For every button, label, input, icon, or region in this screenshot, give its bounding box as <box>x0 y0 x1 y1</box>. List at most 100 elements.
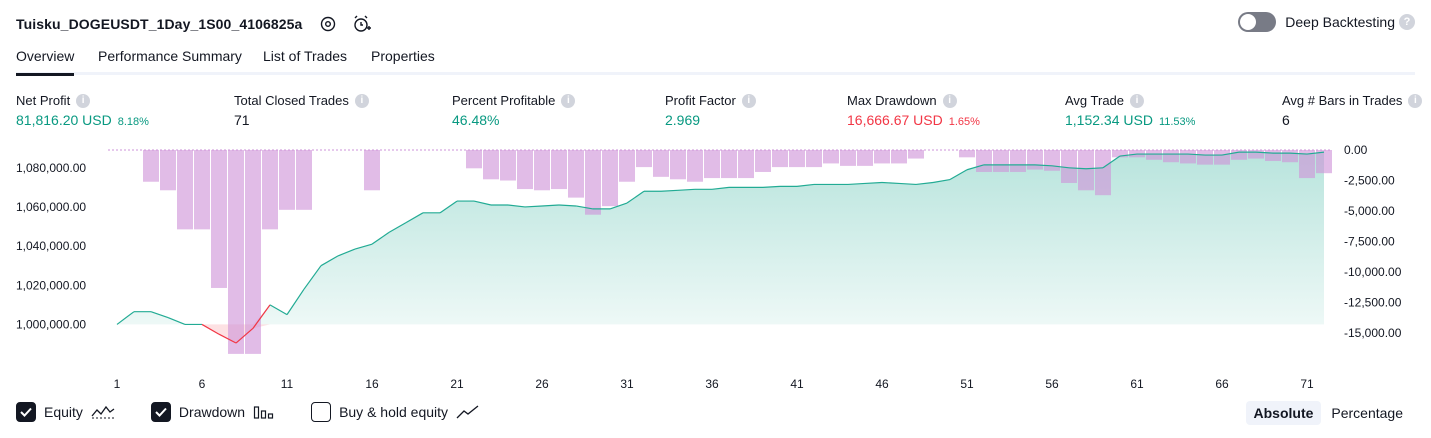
equity-line-segment <box>1119 153 1138 157</box>
drawdown-bar <box>1282 150 1298 163</box>
help-icon[interactable]: ? <box>1399 14 1415 30</box>
equity-checkbox[interactable] <box>16 402 36 422</box>
info-icon[interactable]: i <box>1130 93 1145 108</box>
stat-value: 81,816.20 USD <box>16 112 112 128</box>
equity-line-segment <box>507 204 526 208</box>
drawdown-bar <box>143 150 159 182</box>
tab-list-of-trades[interactable]: List of Trades <box>263 48 348 64</box>
x-axis-tick: 11 <box>281 377 294 391</box>
drawdown-bar <box>245 150 261 354</box>
drawdown-bar <box>1214 150 1230 165</box>
x-axis-tick: 71 <box>1300 377 1314 391</box>
equity-line-segment <box>388 222 407 233</box>
stat-percent: 8.18% <box>117 116 149 128</box>
info-icon[interactable]: i <box>76 93 91 108</box>
buy-hold-checkbox[interactable] <box>311 402 332 422</box>
tab-overview[interactable]: Overview <box>16 48 75 76</box>
legend-drawdown[interactable]: Drawdown <box>150 402 275 422</box>
drawdown-bar <box>1044 150 1060 171</box>
stat-label: Net Profit <box>16 93 71 108</box>
equity-line-segment <box>116 311 135 325</box>
report-tabs: Overview Performance Summary List of Tra… <box>16 42 1415 76</box>
drawdown-bar <box>279 150 295 210</box>
drawdown-bar <box>1248 150 1264 159</box>
stat-value: 46.48% <box>452 112 500 128</box>
left-axis-tick: 1,060,000.00 <box>16 200 86 214</box>
right-axis-tick: -12,500.00 <box>1344 296 1402 310</box>
equity-line-segment <box>762 185 781 188</box>
drawdown-bar <box>211 150 227 288</box>
legend-label: Drawdown <box>178 404 246 420</box>
stat-label: Profit Factor <box>665 93 736 108</box>
drawdown-bar <box>891 150 907 164</box>
info-icon[interactable]: i <box>741 93 756 108</box>
drawdown-bar <box>534 150 550 191</box>
deep-backtesting-toggle[interactable] <box>1238 12 1277 32</box>
info-icon[interactable]: i <box>942 93 957 108</box>
view-mode-switch: Absolute Percentage <box>1244 401 1412 425</box>
equity-line-segment <box>932 178 951 184</box>
equity-line-segment <box>252 304 271 329</box>
add-alert-clock-icon[interactable] <box>352 14 372 34</box>
drawdown-bar <box>1231 150 1247 160</box>
legend-buy-hold-equity[interactable]: Buy & hold equity <box>311 402 480 422</box>
equity-line-segment <box>524 205 543 208</box>
strategy-name[interactable]: Tuisku_DOGEUSDT_1Day_1S00_4106825a <box>16 16 303 32</box>
absolute-button[interactable]: Absolute <box>1245 401 1322 425</box>
equity-line-segment <box>1306 151 1325 155</box>
drawdown-bar <box>993 150 1009 172</box>
tab-performance-summary[interactable]: Performance Summary <box>98 48 242 64</box>
drawdown-bar <box>704 150 720 179</box>
equity-line-segment <box>371 231 390 245</box>
stat-avg-trade: Avg Trade i 1,152.34 USD 11.53% <box>1065 93 1195 128</box>
drawdown-bar <box>619 150 635 182</box>
drawdown-bar <box>670 150 686 180</box>
equity-line-segment <box>218 333 237 344</box>
equity-line-segment <box>677 188 696 191</box>
equity-line-segment <box>201 323 220 335</box>
legend-label: Buy & hold equity <box>339 404 449 420</box>
equity-line-icon <box>91 404 115 420</box>
stat-percent-profitable: Percent Profitable i 46.48% <box>452 93 576 128</box>
equity-line-segment <box>1051 165 1070 169</box>
stat-value: 2.969 <box>665 112 701 128</box>
equity-drawdown-chart[interactable]: 1,080,000.00 1,060,000.00 1,040,000.00 1,02… <box>0 140 1431 395</box>
x-axis-tick: 36 <box>705 377 719 391</box>
drawdown-bar <box>721 150 737 179</box>
drawdown-bar <box>1316 150 1332 174</box>
info-icon[interactable]: i <box>561 93 576 108</box>
right-axis-tick: -7,500.00 <box>1344 235 1395 249</box>
drawdown-bar <box>1078 150 1094 191</box>
settings-gear-icon[interactable] <box>318 14 338 34</box>
drawdown-bars-icon <box>253 404 275 420</box>
stat-label: Percent Profitable <box>452 93 556 108</box>
equity-line-segment <box>354 243 373 250</box>
drawdown-bar <box>296 150 312 210</box>
tab-properties[interactable]: Properties <box>371 48 435 64</box>
left-axis-tick: 1,020,000.00 <box>16 278 86 292</box>
right-axis-tick: -10,000.00 <box>1344 265 1402 279</box>
drawdown-bar <box>517 150 533 190</box>
equity-line-segment <box>1102 155 1121 169</box>
info-icon[interactable]: i <box>1408 93 1423 108</box>
equity-line-segment <box>286 288 305 315</box>
drawdown-bar <box>1299 150 1315 179</box>
equity-line-segment <box>1187 153 1206 156</box>
drawdown-checkbox[interactable] <box>150 402 171 422</box>
stat-value: 6 <box>1282 112 1290 128</box>
equity-line-segment <box>1034 164 1053 167</box>
stat-total-closed-trades: Total Closed Trades i 71 <box>234 93 369 128</box>
equity-line-segment <box>915 181 934 186</box>
equity-line-segment <box>966 164 985 171</box>
drawdown-bar <box>568 150 584 198</box>
right-axis: 0.00 -2,500.00 -5,000.00 -7,500.00 -10,000.0… <box>1344 143 1402 340</box>
info-icon[interactable]: i <box>354 93 369 108</box>
equity-area-fill <box>117 152 1324 325</box>
drawdown-bar <box>585 150 601 215</box>
drawdown-bar <box>1112 150 1128 158</box>
legend-equity[interactable]: Equity <box>16 402 115 422</box>
percentage-button[interactable]: Percentage <box>1331 405 1403 421</box>
x-axis-tick: 16 <box>365 377 379 391</box>
drawdown-bar <box>228 150 244 354</box>
left-axis-tick: 1,040,000.00 <box>16 239 86 253</box>
